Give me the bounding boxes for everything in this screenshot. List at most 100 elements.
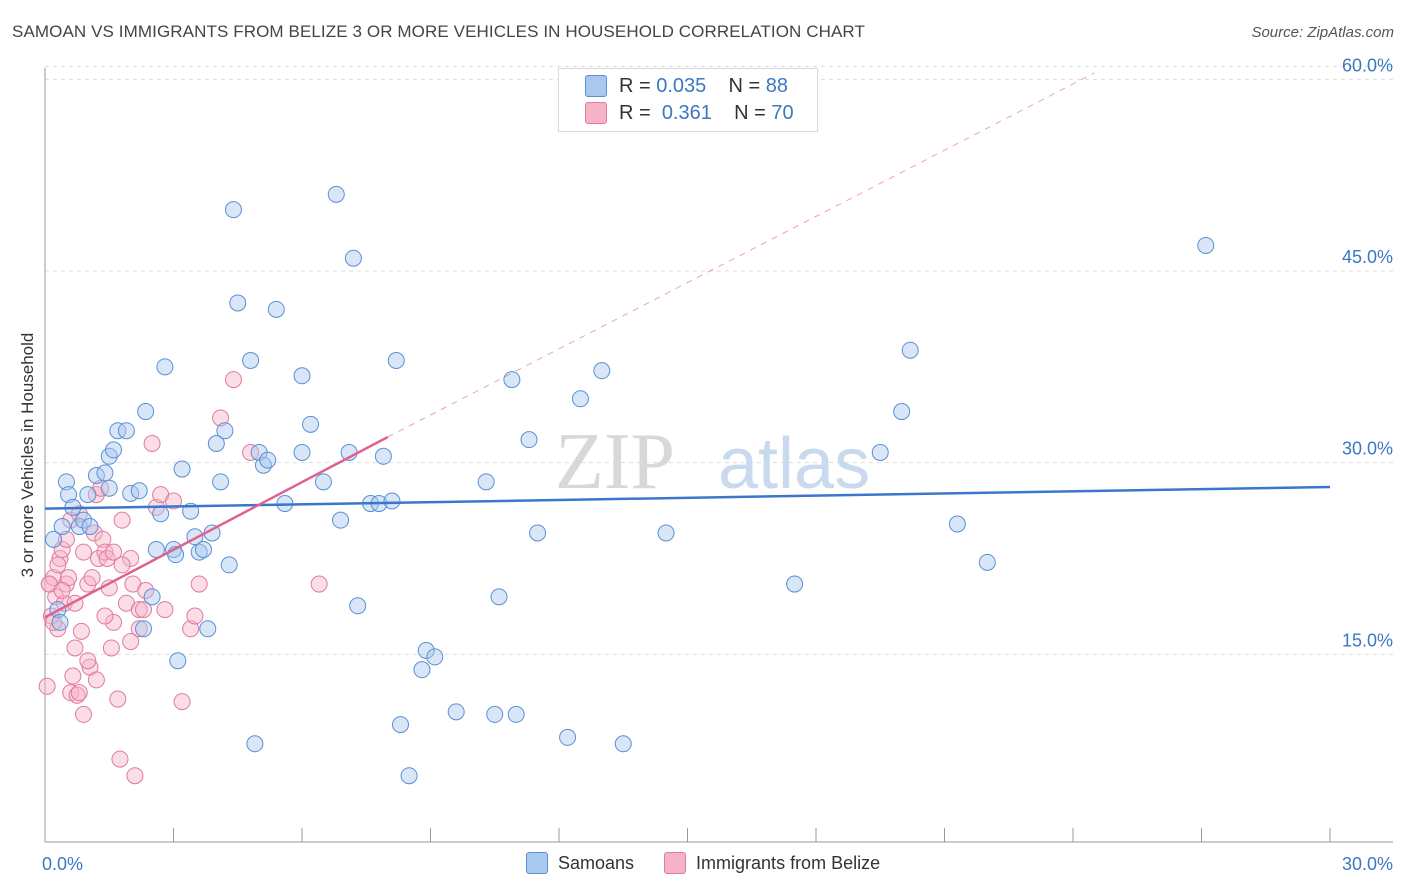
belize-point [64,667,82,685]
samoan-point [413,661,431,679]
belize-point [49,556,67,574]
samoan-point [426,648,444,666]
belize-point [102,639,120,657]
samoan-point [194,541,212,559]
belize-point [122,633,140,651]
samoan-point [614,735,632,753]
samoan-point [137,403,155,421]
legend-row-samoans: R = 0.035 N = 88 [585,73,788,99]
source-credit: Source: ZipAtlas.com [1251,24,1394,41]
belize-point [190,575,208,593]
belize-point [109,690,127,708]
samoan-point [948,515,966,533]
legend-r-label: R = [619,74,651,97]
belize-point [113,556,131,574]
legend-row-belize: R = 0.361 N = 70 [585,100,794,126]
belize-point [68,686,86,704]
samoan-point [96,464,114,482]
samoan-point [100,479,118,497]
samoan-point [293,367,311,385]
samoan-point [173,460,191,478]
legend-n-label: N = [734,101,766,124]
belize-point [173,693,191,711]
belize-point [57,530,75,548]
y-tick-label: 30.0% [1342,439,1393,459]
legend-swatch-samoans [526,852,548,874]
samoan-point [332,511,350,529]
legend-item-samoans: Samoans [526,852,634,874]
samoan-point [51,613,69,631]
watermark-zip: ZIP [555,418,675,506]
samoan-point [229,294,247,312]
samoan-point [400,767,418,785]
samoan-point [786,575,804,593]
belize-point [94,530,112,548]
axes [44,68,1393,843]
samoan-point [314,473,332,491]
samoan-point [387,351,405,369]
belize-point [130,601,148,619]
samoan-point [60,486,78,504]
samoan-point [246,735,264,753]
samoan-point [593,362,611,380]
samoan-point [507,705,525,723]
samoan-point [130,482,148,500]
belize-point [75,705,93,723]
belize-trend-line [44,436,389,619]
samoan-point [503,371,521,389]
belize-point [143,435,161,452]
samoan-point [893,403,911,421]
samoan-point [199,620,217,638]
belize-point [79,652,97,670]
belize-point [62,511,80,529]
legend-swatch-pink [585,102,607,124]
samoan-point [490,588,508,606]
samoan-point [327,185,345,203]
belize-point [113,511,131,529]
samoan-point [117,422,135,440]
x-tick-label: 0.0% [42,854,83,874]
belize-point [87,671,105,689]
samoan-point [486,705,504,723]
belize-point [96,543,114,561]
y-tick-label: 60.0% [1342,55,1393,75]
belize-point [156,601,174,619]
legend-item-belize: Immigrants from Belize [664,852,880,874]
samoan-point [447,703,465,721]
legend-n-value: 88 [765,74,789,97]
samoan-point [207,435,225,452]
series-legend: Samoans Immigrants from Belize [526,852,910,874]
samoan-point [344,249,362,267]
samoan-point [978,553,996,571]
samoan-point [1197,236,1215,254]
belize-point [105,543,123,561]
belize-point [66,639,84,657]
belize-point [98,550,116,567]
belize-point [75,543,93,561]
belize-point [111,750,129,768]
samoan-point [657,524,675,542]
samoan-point [105,441,123,459]
belize-point [45,613,63,631]
samoan-point [152,505,170,523]
samoan-point [392,716,410,734]
belize-point [38,677,56,695]
samoan-point [224,201,242,219]
y-tick-label: 45.0% [1342,247,1393,267]
x-tick-label: 30.0% [1342,854,1393,874]
samoan-point [571,390,589,408]
samoan-point [267,300,285,318]
samoan-point [216,422,234,440]
belize-point [53,581,71,599]
samoans-trend-line [44,485,1331,510]
legend-r-value: 0.361 [661,101,712,124]
legend-swatch-blue [585,75,607,97]
trend-lines [44,72,1331,619]
belize-point [70,684,88,702]
legend-swatch-belize [664,852,687,874]
legend-n-label: N = [728,74,761,97]
samoan-point [374,447,392,465]
belize-point [83,569,101,587]
belize-point [122,550,140,567]
